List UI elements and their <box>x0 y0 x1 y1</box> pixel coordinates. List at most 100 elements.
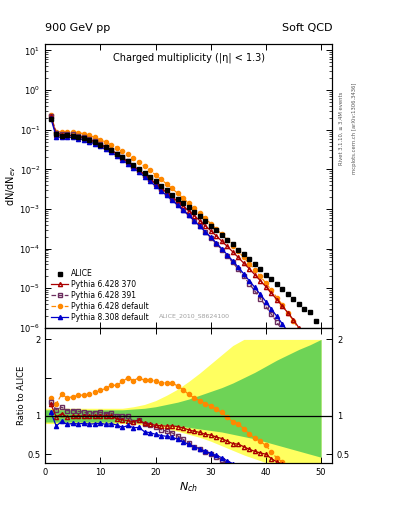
ALICE <box>247 256 252 262</box>
Pythia 6.428 default <box>81 131 86 137</box>
Pythia 6.428 391 <box>275 319 279 325</box>
Pythia 6.428 391 <box>103 144 108 150</box>
Pythia 6.428 default <box>186 200 191 206</box>
Pythia 6.428 370 <box>59 132 64 138</box>
Pythia 6.428 default <box>131 155 136 161</box>
Pythia 6.428 370 <box>291 317 296 323</box>
Pythia 8.308 default <box>236 264 241 270</box>
ALICE <box>308 309 312 315</box>
Pythia 6.428 default <box>269 287 274 293</box>
ALICE <box>280 286 285 292</box>
Pythia 8.308 default <box>197 223 202 229</box>
Pythia 6.428 391 <box>115 151 119 157</box>
Pythia 6.428 370 <box>126 159 130 165</box>
Pythia 6.428 370 <box>70 133 75 139</box>
Pythia 8.308 default <box>241 271 246 277</box>
Pythia 6.428 391 <box>137 167 141 174</box>
Text: mcplots.cern.ch [arXiv:1306.3436]: mcplots.cern.ch [arXiv:1306.3436] <box>352 82 357 174</box>
Pythia 6.428 370 <box>230 249 235 255</box>
Pythia 6.428 370 <box>192 212 196 219</box>
Pythia 6.428 default <box>92 134 97 140</box>
Pythia 6.428 default <box>87 132 92 138</box>
Pythia 6.428 370 <box>81 135 86 141</box>
Pythia 6.428 370 <box>65 132 70 138</box>
Text: Charged multiplicity (|η| < 1.3): Charged multiplicity (|η| < 1.3) <box>113 52 264 62</box>
Pythia 6.428 370 <box>186 208 191 214</box>
Pythia 6.428 default <box>98 137 103 143</box>
ALICE <box>87 137 92 143</box>
Line: Pythia 8.308 default: Pythia 8.308 default <box>49 116 312 368</box>
Text: 900 GeV pp: 900 GeV pp <box>45 23 110 33</box>
Pythia 6.428 391 <box>186 212 191 218</box>
Pythia 8.308 default <box>148 178 152 184</box>
Pythia 6.428 391 <box>302 361 307 368</box>
Pythia 6.428 370 <box>159 185 163 191</box>
Pythia 8.308 default <box>192 218 196 224</box>
Pythia 6.428 370 <box>164 189 169 196</box>
Pythia 6.428 370 <box>120 155 125 161</box>
Pythia 6.428 default <box>302 335 307 342</box>
Pythia 6.428 370 <box>219 238 224 244</box>
Pythia 8.308 default <box>76 136 81 142</box>
Pythia 8.308 default <box>264 298 268 305</box>
Pythia 6.428 370 <box>286 310 290 316</box>
ALICE <box>269 276 274 282</box>
Pythia 6.428 391 <box>203 229 208 235</box>
Pythia 6.428 default <box>252 267 257 273</box>
ALICE <box>126 158 130 164</box>
Pythia 8.308 default <box>120 157 125 163</box>
Pythia 8.308 default <box>65 134 70 140</box>
Pythia 8.308 default <box>164 193 169 199</box>
Pythia 8.308 default <box>126 161 130 167</box>
Pythia 6.428 391 <box>126 158 130 164</box>
ALICE <box>65 132 70 138</box>
Pythia 8.308 default <box>203 228 208 234</box>
ALICE <box>59 133 64 139</box>
Pythia 8.308 default <box>225 252 230 258</box>
ALICE <box>208 223 213 229</box>
ALICE <box>319 329 323 335</box>
Pythia 8.308 default <box>70 134 75 140</box>
Pythia 6.428 default <box>65 129 70 135</box>
Line: ALICE: ALICE <box>48 116 323 334</box>
ALICE <box>203 218 208 224</box>
Text: Rivet 3.1.10, ≥ 3.4M events: Rivet 3.1.10, ≥ 3.4M events <box>339 91 344 165</box>
ALICE <box>164 187 169 193</box>
Pythia 6.428 default <box>308 346 312 352</box>
ALICE <box>131 162 136 168</box>
Pythia 8.308 default <box>131 165 136 171</box>
Pythia 8.308 default <box>103 146 108 153</box>
Pythia 6.428 391 <box>297 353 301 359</box>
ALICE <box>175 196 180 202</box>
Pythia 6.428 default <box>153 172 158 178</box>
Pythia 6.428 370 <box>103 144 108 151</box>
ALICE <box>109 147 114 154</box>
Pythia 6.428 default <box>247 261 252 267</box>
Pythia 6.428 391 <box>48 113 53 119</box>
Pythia 8.308 default <box>269 306 274 312</box>
Pythia 6.428 370 <box>269 290 274 296</box>
Pythia 6.428 391 <box>59 131 64 137</box>
ALICE <box>92 139 97 145</box>
Pythia 8.308 default <box>181 207 185 214</box>
Pythia 6.428 370 <box>203 223 208 229</box>
Pythia 6.428 default <box>148 167 152 174</box>
Pythia 6.428 default <box>225 237 230 243</box>
Pythia 6.428 default <box>275 294 279 301</box>
Pythia 8.308 default <box>159 187 163 194</box>
ALICE <box>252 261 257 267</box>
Pythia 6.428 default <box>76 130 81 136</box>
Pythia 6.428 default <box>175 190 180 196</box>
ALICE <box>297 301 301 307</box>
ALICE <box>219 232 224 238</box>
Pythia 6.428 391 <box>269 311 274 317</box>
Pythia 6.428 391 <box>65 131 70 137</box>
Pythia 6.428 default <box>197 210 202 217</box>
Pythia 6.428 391 <box>197 223 202 229</box>
Pythia 6.428 370 <box>241 260 246 266</box>
Pythia 6.428 370 <box>54 132 59 138</box>
Y-axis label: dN/dN$_{ev}$: dN/dN$_{ev}$ <box>4 165 18 206</box>
Pythia 8.308 default <box>170 197 174 203</box>
Pythia 6.428 370 <box>181 203 185 209</box>
Pythia 6.428 370 <box>175 199 180 205</box>
